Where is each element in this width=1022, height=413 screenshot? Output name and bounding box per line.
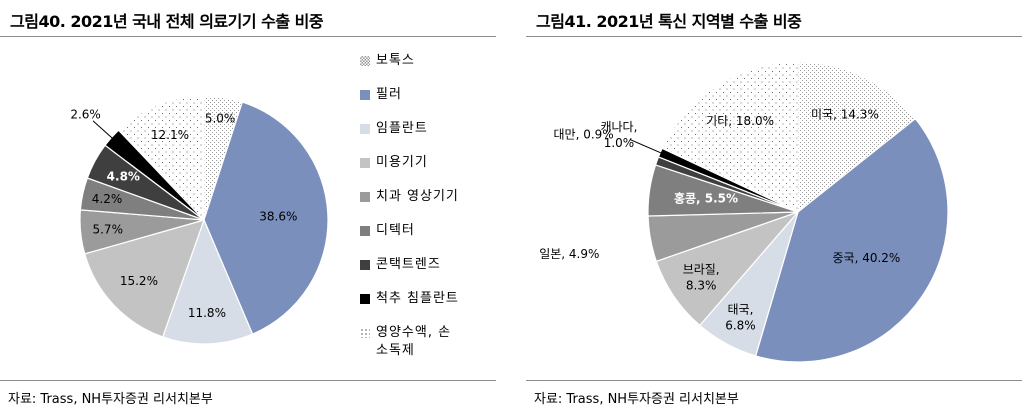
legend-swatch-beauty-device [360, 158, 370, 168]
pie-slice-usa [797, 61, 917, 214]
data-label-other: 기타, 18.0% [706, 113, 774, 127]
data-label-china: 중국, 40.2% [833, 251, 901, 265]
leader-line-spinal-implant [92, 120, 114, 140]
right-bottom-rule [526, 380, 1022, 381]
data-label-iv-sanitizer: 12.1% [151, 127, 189, 141]
legend-swatch-detector [360, 226, 370, 236]
legend-swatch-filler [360, 90, 370, 100]
legend-swatch-botox [360, 56, 370, 66]
data-label-taiwan: 대만, 0.9% [554, 127, 614, 141]
legend-swatch-dental-imaging [360, 192, 370, 202]
data-label-beauty-device: 15.2% [120, 274, 158, 288]
legend-swatch-implant [360, 124, 370, 134]
right-top-rule [526, 36, 1022, 37]
data-label-contact-lens: 4.8% [107, 169, 140, 183]
data-label-implant: 11.8% [188, 305, 226, 319]
data-label-brazil: 브라질, 8.3% [683, 262, 720, 292]
data-label-japan: 일본, 4.9% [539, 246, 599, 260]
data-label-detector: 4.2% [92, 191, 123, 205]
data-label-canada: 캐나다, 1.0% [600, 119, 637, 149]
data-label-thailand: 태국, 6.8% [725, 302, 756, 332]
legend-label-implant: 임플란트 [376, 121, 428, 136]
pie-slice-filler [203, 101, 329, 335]
left-bottom-rule [0, 380, 496, 381]
pie-slice-iv-sanitizer [117, 95, 205, 222]
legend-label-contact-lens: 콘택트렌즈 [376, 257, 441, 272]
left-source-note: 자료: Trass, NH투자증권 리서치본부 [8, 392, 213, 407]
data-label-filler: 38.6% [259, 209, 297, 223]
data-label-usa: 미국, 14.3% [811, 107, 879, 121]
data-label-dental-imaging: 5.7% [92, 222, 123, 236]
pie-slice-beauty-device [83, 219, 205, 338]
left-chart-title: 그림40. 2021년 국내 전체 의료기기 수출 비중 [10, 12, 324, 31]
legend-label-dental-imaging: 치과 영상기기 [376, 189, 459, 204]
left-panel: 그림40. 2021년 국내 전체 의료기기 수출 비중 5.0% 38.6% 11… [0, 0, 496, 413]
left-top-rule [0, 36, 496, 37]
data-label-hong-kong: 홍콩, 5.5% [674, 190, 738, 205]
left-pie-chart: 5.0% 38.6% 11.8% 15.2% 5.7% 4.2% 4.8% 2.6% 12.1% [70, 95, 329, 345]
data-label-spinal-implant: 2.6% [70, 107, 101, 121]
legend-label-botox: 보톡스 [376, 53, 415, 68]
leader-line-canada [629, 139, 664, 155]
legend-swatch-contact-lens [360, 260, 370, 270]
pie-slice-implant [161, 218, 254, 345]
pie-slice-other [661, 61, 799, 213]
legend-swatch-spinal-implant [360, 294, 370, 304]
right-pie-chart: 미국, 14.3% 중국, 40.2% 태국, 6.8%브라질, 8.3% 일본, 4.9… [539, 61, 949, 363]
legend-label-spinal-implant: 척추 침플란트 [376, 291, 459, 306]
pie-slice-china [754, 117, 949, 363]
right-chart-title: 그림41. 2021년 톡신 지역별 수출 비중 [536, 12, 802, 31]
right-panel: 그림41. 2021년 톡신 지역별 수출 비중 미국, 14.3% 중국, 40… [526, 0, 1022, 413]
legend-swatch-iv-sanitizer [360, 328, 370, 338]
legend-label-filler: 필러 [376, 87, 402, 102]
legend-label-detector: 디텍터 [376, 223, 415, 238]
data-label-botox: 5.0% [205, 111, 236, 125]
legend-label-beauty-device: 미용기기 [376, 155, 428, 170]
legend-label-iv-sanitizer: 영양수액, 손 소독제 [376, 325, 452, 358]
right-source-note: 자료: Trass, NH투자증권 리서치본부 [534, 392, 739, 407]
